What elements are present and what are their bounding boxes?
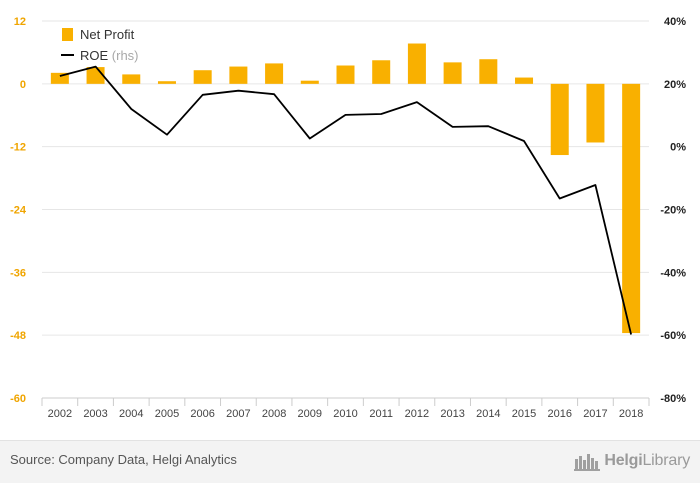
x-tick-label: 2008 (262, 408, 286, 420)
right-tick-label: -40% (660, 267, 686, 279)
left-tick-label: -60 (10, 393, 26, 405)
x-tick-label: 2009 (298, 408, 322, 420)
left-tick-label: -48 (10, 330, 26, 342)
legend-roe-suffix: (rhs) (112, 48, 139, 63)
legend: Net Profit ROE (rhs) (61, 27, 139, 63)
left-tick-label: -36 (10, 267, 26, 279)
x-tick-label: 2004 (119, 408, 143, 420)
left-tick-label: -24 (10, 205, 27, 217)
left-tick-label: 0 (20, 79, 26, 91)
x-tick-label: 2013 (440, 408, 464, 420)
x-tick-label: 2018 (619, 408, 643, 420)
right-tick-label: 20% (664, 79, 686, 91)
bar-net-profit-2003 (86, 67, 105, 84)
roe-line-series (59, 65, 632, 335)
bar-net-profit-2005 (157, 81, 176, 84)
x-tick-label: 2006 (190, 408, 214, 420)
x-tick-label: 2005 (155, 408, 179, 420)
right-axis-ticks: 40% 20% 0% -20% -40% -60% -80% (660, 16, 686, 405)
bar-net-profit-2017 (586, 83, 605, 143)
bar-net-profit-2010 (336, 65, 355, 84)
source-note: Source: Company Data, Helgi Analytics (10, 452, 237, 467)
x-tick-label: 2014 (476, 408, 500, 420)
right-tick-label: -60% (660, 330, 686, 342)
bar-net-profit-2016 (550, 83, 569, 156)
right-tick-label: -20% (660, 205, 686, 217)
legend-label-net-profit: Net Profit (80, 27, 135, 42)
library-logo-icon (574, 454, 601, 471)
x-tick-label: 2003 (83, 408, 107, 420)
bar-net-profit-2009 (300, 80, 319, 84)
x-tick-label: 2007 (226, 408, 250, 420)
left-tick-label: -12 (10, 142, 26, 154)
x-tick-label: 2017 (583, 408, 607, 420)
bar-net-profit-2011 (372, 60, 391, 84)
legend-swatch-net-profit (62, 28, 73, 41)
bar-net-profit-2002 (50, 72, 69, 84)
legend-roe-name: ROE (80, 48, 109, 63)
bar-net-profit-2012 (407, 43, 426, 84)
brand[interactable]: HelgiLibrary (574, 449, 690, 473)
brand-bold: Helgi (604, 452, 643, 469)
bar-net-profit-2008 (265, 63, 284, 84)
bar-net-profit-2015 (515, 77, 534, 84)
left-tick-label: 12 (14, 16, 26, 28)
net-profit-bars (50, 43, 641, 334)
bar-net-profit-2014 (479, 59, 498, 84)
combo-chart: 12 0 -12 -24 -36 -48 -60 40% 20% 0% -20% -40% -60% -… (10, 16, 686, 420)
brand-thin: Library (642, 452, 690, 469)
right-tick-label: -80% (660, 393, 686, 405)
bar-net-profit-2004 (122, 74, 141, 84)
brand-name: HelgiLibrary (604, 452, 690, 470)
bar-net-profit-2013 (443, 62, 462, 84)
right-tick-label: 40% (664, 16, 686, 28)
x-tick-label: 2015 (512, 408, 536, 420)
left-axis-ticks: 12 0 -12 -24 -36 -48 -60 (10, 16, 27, 405)
footer: Source: Company Data, Helgi Analytics He… (0, 440, 700, 483)
bar-net-profit-2018 (622, 83, 641, 334)
bar-net-profit-2006 (193, 70, 212, 84)
bar-net-profit-2007 (229, 66, 248, 84)
legend-label-roe: ROE (rhs) (80, 48, 139, 63)
x-tick-label: 2002 (48, 408, 72, 420)
x-tick-label: 2016 (547, 408, 571, 420)
right-tick-label: 0% (670, 142, 686, 154)
x-tick-label: 2012 (405, 408, 429, 420)
x-tick-label: 2011 (369, 408, 393, 420)
roe-line (59, 65, 632, 335)
x-axis: 2002 2003 2004 2005 2006 2007 2008 2009 2010 2011… (41, 397, 650, 420)
x-tick-label: 2010 (333, 408, 357, 420)
